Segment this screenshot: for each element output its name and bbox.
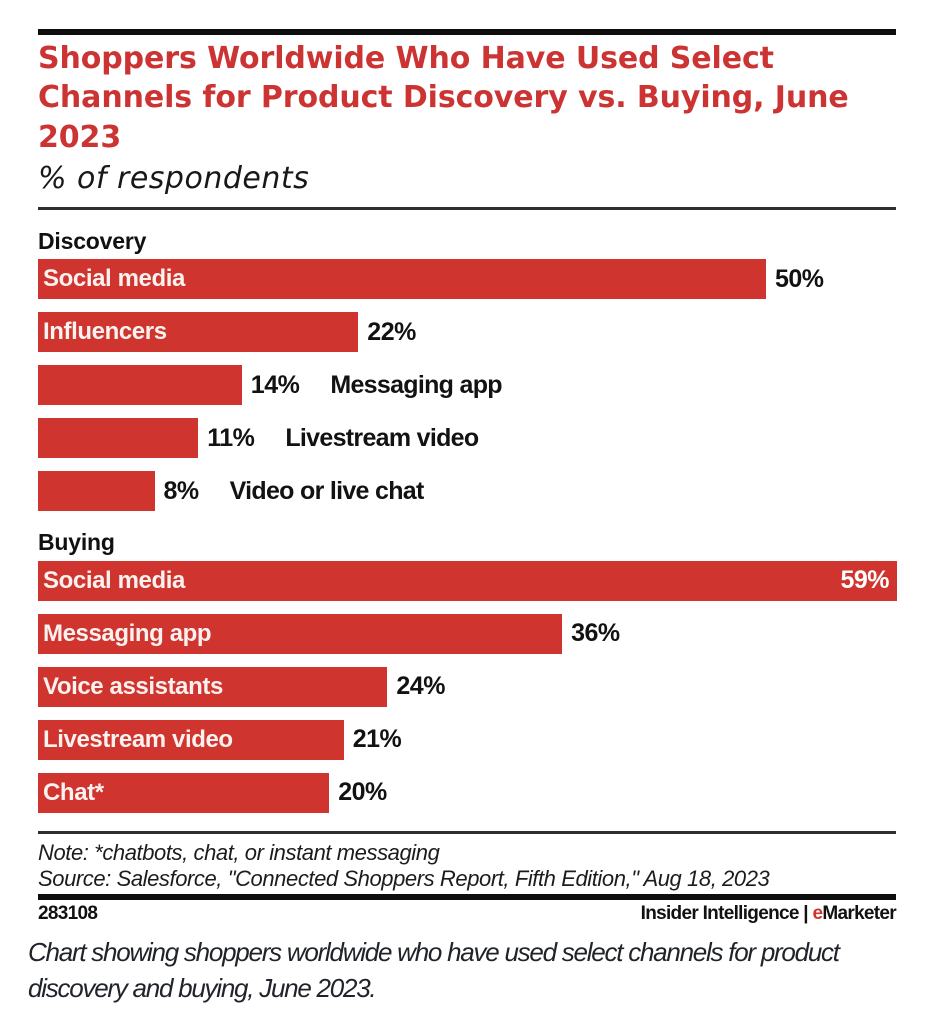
- bar-label: Video or live chat: [229, 476, 425, 505]
- brand-name: Insider Intelligence: [640, 902, 800, 924]
- bar-group-discovery: Discovery Social media 50% Influencers 22% 14…: [38, 227, 896, 512]
- image-caption: Chart showing shoppers worldwide who hav…: [28, 935, 898, 1006]
- bar-row: Voice assistants 24%: [38, 666, 896, 707]
- chart-source: Source: Salesforce, "Connected Shoppers …: [38, 865, 770, 891]
- bar-row: 8% Video or live chat: [38, 471, 896, 512]
- bar-label: Messaging app: [330, 370, 502, 399]
- bar-label: Messaging app: [43, 619, 212, 647]
- bar: [38, 418, 199, 459]
- bar-value: 14%: [250, 370, 300, 399]
- bar-label: Chat*: [43, 778, 104, 806]
- footer-rule: [38, 893, 896, 901]
- bar-row: Social media 59%: [38, 560, 897, 601]
- bar-value: 24%: [396, 672, 445, 701]
- chart-title-line: Shoppers Worldwide Who Have Used Select: [38, 40, 774, 76]
- top-rule: [38, 29, 896, 35]
- bar-row: Social media 50%: [38, 259, 896, 300]
- bar-value: 20%: [338, 778, 387, 807]
- chart-body: Discovery Social media 50% Influencers 22% 14…: [38, 227, 897, 813]
- bar: Influencers: [38, 312, 359, 353]
- chart-title: Shoppers Worldwide Who Have Used Select …: [38, 39, 896, 158]
- footnote-divider: [38, 831, 896, 834]
- brand-logotype: Insider Intelligence | eMarketer: [640, 902, 897, 925]
- chart-id: 283108: [38, 902, 98, 924]
- chart-footer: 283108 Insider Intelligence | eMarketer: [38, 902, 897, 925]
- bar: [38, 365, 242, 406]
- chart-subtitle: % of respondents: [38, 161, 310, 197]
- bar-value: 21%: [352, 725, 402, 754]
- bar: [38, 471, 155, 512]
- bar: Messaging app: [38, 613, 563, 654]
- caption-line: Chart showing shoppers worldwide who hav…: [28, 937, 840, 968]
- group-bars: Social media 50% Influencers 22% 14% Messagin…: [38, 259, 896, 512]
- chart-figure: Shoppers Worldwide Who Have Used Select …: [38, 29, 897, 925]
- bar-row: Messaging app 36%: [38, 613, 896, 654]
- chart-title-line: Channels for Product Discovery vs. Buyin…: [38, 80, 849, 116]
- brand-emarketer-e: e: [812, 902, 824, 924]
- brand-separator: |: [798, 902, 813, 924]
- brand-emarketer-rest: Marketer: [822, 902, 896, 924]
- caption-line: discovery and buying, June 2023.: [28, 972, 377, 1003]
- subtitle-divider: [38, 207, 896, 210]
- bar-label: Social media: [43, 265, 185, 293]
- bar-value: 50%: [775, 264, 824, 293]
- bar-value: 59%: [840, 566, 889, 595]
- bar-label: Influencers: [43, 318, 167, 346]
- bar-label: Livestream video: [285, 423, 479, 452]
- bar-label: Social media: [43, 566, 185, 594]
- bar-value: 36%: [571, 619, 620, 648]
- group-label: Buying: [38, 529, 115, 556]
- bar-row: Livestream video 21%: [38, 719, 896, 760]
- chart-note: Note: *chatbots, chat, or instant messag…: [38, 840, 440, 866]
- bar-row: Chat* 20%: [38, 772, 896, 813]
- bar: Social media: [38, 259, 766, 300]
- bar: Chat*: [38, 772, 330, 813]
- bar-label: Voice assistants: [43, 672, 223, 700]
- bar-row: 11% Livestream video: [38, 418, 896, 459]
- bar-value: 22%: [367, 317, 416, 346]
- group-label: Discovery: [38, 227, 147, 254]
- bar-value: 11%: [207, 423, 255, 452]
- bar-value: 8%: [163, 476, 200, 505]
- chart-title-line: 2023: [38, 119, 122, 155]
- bar: Livestream video: [38, 719, 344, 760]
- bar-row: 14% Messaging app: [38, 365, 896, 406]
- bar-label: Livestream video: [43, 725, 233, 753]
- bar: Social media 59%: [38, 560, 897, 601]
- bar-group-buying: Buying Social media 59% Messaging app 36% Voi…: [38, 529, 897, 813]
- bar: Voice assistants: [38, 666, 388, 707]
- bar-row: Influencers 22%: [38, 312, 896, 353]
- group-bars: Social media 59% Messaging app 36% Voice ass…: [38, 560, 897, 813]
